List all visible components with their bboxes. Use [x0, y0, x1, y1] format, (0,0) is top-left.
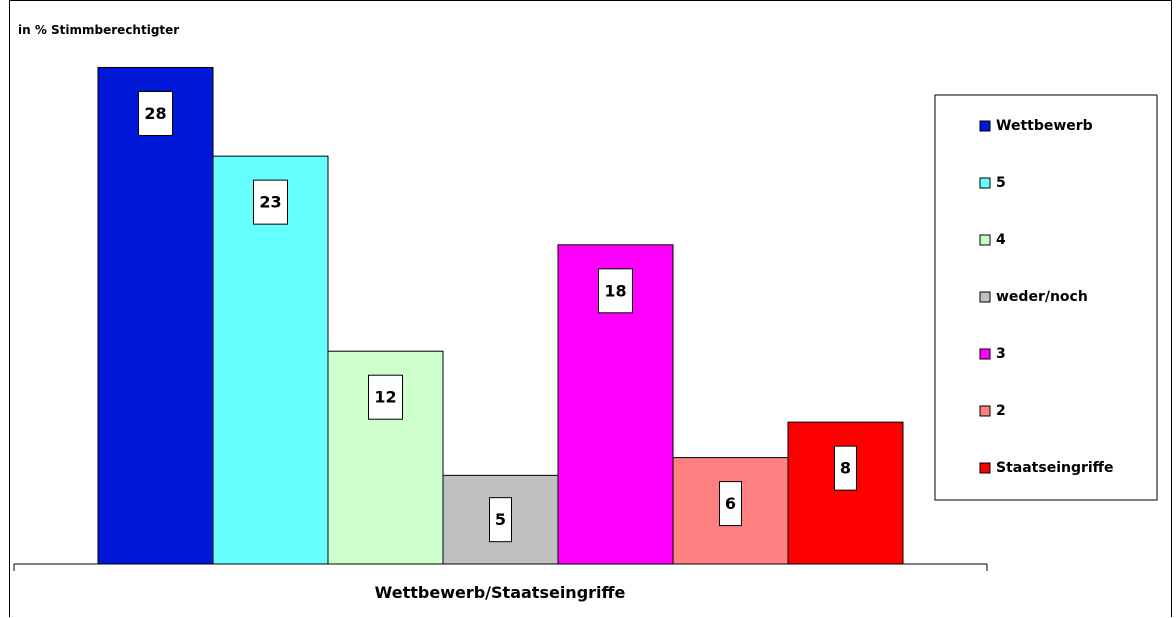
data-label: 5: [495, 510, 506, 529]
legend-label: Staatseingriffe: [996, 460, 1114, 476]
data-label: 8: [840, 459, 851, 478]
data-label: 18: [604, 281, 626, 300]
y-axis-label: in % Stimmberechtigter: [18, 23, 179, 37]
data-label: 12: [374, 388, 396, 407]
data-label-box: [253, 179, 288, 225]
bar-staatseingriffe: [787, 421, 904, 565]
bar-series-group: 28 23 12 5 18 6 8: [97, 66, 904, 565]
data-label-box: [368, 374, 403, 420]
legend-label: weder/noch: [996, 289, 1088, 305]
legend-items: Wettbewerb 5 4 weder/noch 3 2 Staatseingriffe: [979, 118, 1114, 476]
bar-wettbewerb: [97, 66, 214, 565]
legend-label: Wettbewerb: [996, 118, 1093, 134]
legend: [934, 94, 1158, 501]
data-label: 6: [725, 494, 736, 513]
legend-label: 2: [996, 403, 1006, 419]
legend-label: 3: [996, 346, 1006, 362]
data-label-box: [598, 268, 633, 314]
data-label: 23: [259, 193, 281, 212]
legend-label: 4: [996, 232, 1006, 248]
data-label-box: [834, 445, 857, 491]
data-label: 28: [144, 104, 166, 123]
legend-swatch: [979, 177, 991, 189]
chart-frame: [9, 0, 1172, 617]
data-label-box: [489, 497, 512, 543]
x-axis-label: Wettbewerb/Staatseingriffe: [375, 583, 626, 602]
legend-swatch: [979, 462, 991, 474]
data-label-box: [719, 481, 742, 527]
legend-swatch: [979, 405, 991, 417]
data-label-box: [138, 90, 173, 136]
legend-swatch: [979, 291, 991, 303]
legend-swatch: [979, 120, 991, 132]
legend-swatch: [979, 348, 991, 360]
legend-swatch: [979, 234, 991, 246]
legend-label: 5: [996, 175, 1006, 191]
